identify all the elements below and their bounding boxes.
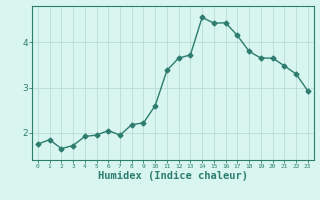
X-axis label: Humidex (Indice chaleur): Humidex (Indice chaleur) — [98, 171, 248, 181]
